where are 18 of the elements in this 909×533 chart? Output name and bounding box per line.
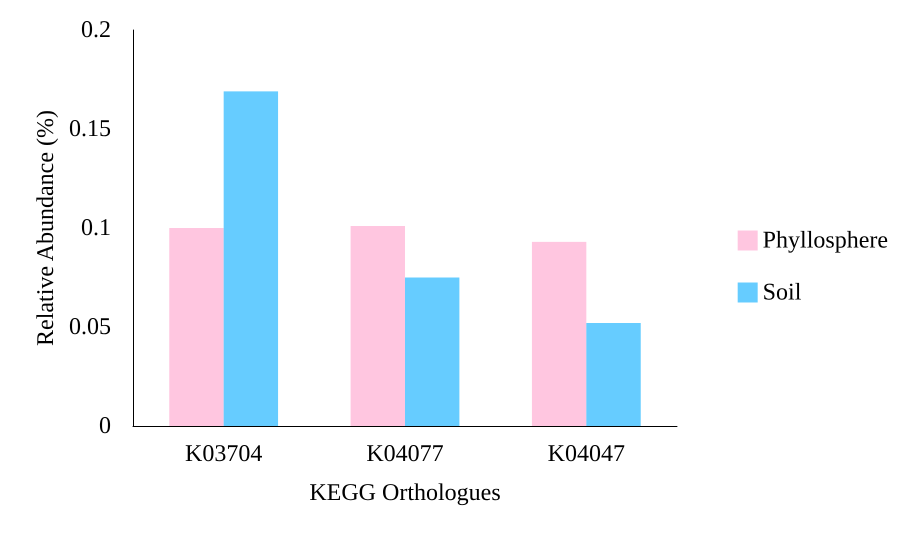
bar	[169, 228, 224, 426]
y-axis-title: Relative Abundance (%)	[33, 110, 59, 346]
x-tick-label: K04077	[366, 441, 444, 467]
x-tick-label: K04047	[548, 441, 626, 467]
legend-label: Phyllosphere	[762, 228, 888, 254]
y-tick-label: 0.2	[81, 17, 111, 43]
y-tick-label: 0.15	[69, 116, 111, 142]
y-tick-label: 0.05	[69, 314, 111, 340]
bar	[350, 226, 405, 426]
legend-label: Soil	[762, 280, 802, 306]
y-tick-label: 0	[99, 413, 111, 439]
bar	[224, 91, 278, 426]
bar	[405, 278, 460, 426]
x-tick-label: K03704	[184, 441, 262, 467]
bar	[586, 323, 641, 426]
y-tick-label: 0.1	[81, 215, 111, 241]
bar	[532, 242, 586, 426]
x-axis-title: KEGG Orthologues	[309, 480, 501, 506]
